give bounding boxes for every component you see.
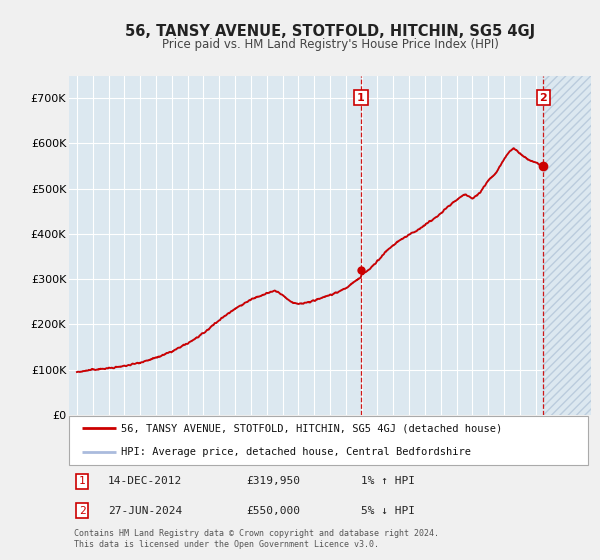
Text: £550,000: £550,000 [247, 506, 301, 516]
Text: 2: 2 [79, 506, 85, 516]
Text: 56, TANSY AVENUE, STOTFOLD, HITCHIN, SG5 4GJ: 56, TANSY AVENUE, STOTFOLD, HITCHIN, SG5… [125, 24, 535, 39]
Text: 56, TANSY AVENUE, STOTFOLD, HITCHIN, SG5 4GJ (detached house): 56, TANSY AVENUE, STOTFOLD, HITCHIN, SG5… [121, 423, 502, 433]
FancyBboxPatch shape [69, 417, 589, 465]
Text: 1: 1 [79, 477, 85, 487]
Bar [544, 76, 591, 415]
Text: 5% ↓ HPI: 5% ↓ HPI [361, 506, 415, 516]
Text: HPI: Average price, detached house, Central Bedfordshire: HPI: Average price, detached house, Cent… [121, 447, 471, 458]
Text: 1% ↑ HPI: 1% ↑ HPI [361, 477, 415, 487]
Text: 14-DEC-2012: 14-DEC-2012 [108, 477, 182, 487]
Bar [544, 76, 591, 415]
Text: 27-JUN-2024: 27-JUN-2024 [108, 506, 182, 516]
Text: Contains HM Land Registry data © Crown copyright and database right 2024.
This d: Contains HM Land Registry data © Crown c… [74, 529, 439, 549]
Text: Price paid vs. HM Land Registry's House Price Index (HPI): Price paid vs. HM Land Registry's House … [161, 38, 499, 50]
Text: £319,950: £319,950 [247, 477, 301, 487]
Text: 2: 2 [539, 92, 547, 102]
Text: 1: 1 [357, 92, 365, 102]
